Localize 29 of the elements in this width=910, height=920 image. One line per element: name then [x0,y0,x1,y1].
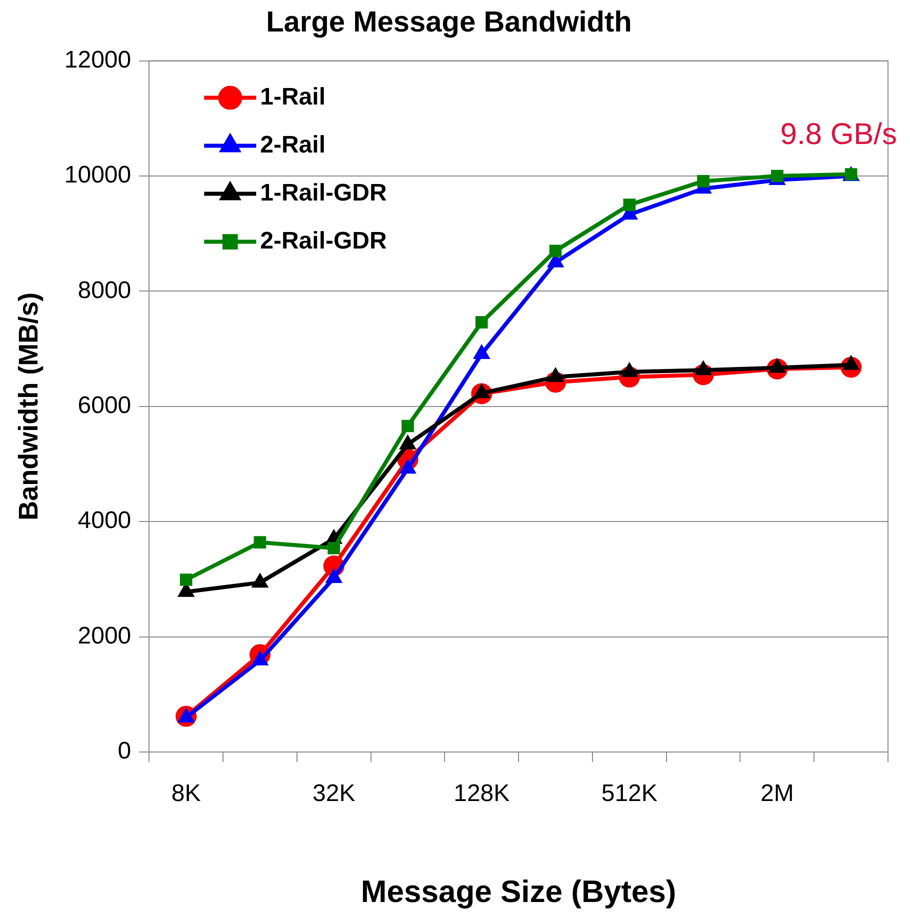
y-tick-label: 2000 [78,622,132,650]
annotation: 9.8 GB/s [780,118,897,152]
x-axis-title: Message Size (Bytes) [360,874,676,909]
point [252,573,268,588]
y-tick-label: 0 [118,738,132,765]
x-tick-label: 128K [454,780,510,808]
point [771,170,784,182]
x-tick-label: 8K [171,780,201,808]
y-tick-label: 8000 [78,276,132,304]
y-tick-label: 12000 [64,46,132,74]
point [326,568,342,584]
legend-label: 1-Rail-GDR [260,179,387,206]
point [697,175,710,188]
point [399,434,416,450]
legend-label: 2-Rail [260,131,326,158]
x-tick-label: 512K [601,780,658,808]
point [402,420,414,432]
legend-label: 2-Rail-GDR [260,227,387,254]
y-tick-label: 4000 [78,507,132,534]
point [549,244,562,258]
point [623,198,636,211]
point [475,316,488,328]
x-tick-label: 2M [760,780,794,808]
y-tick-label: 10000 [64,162,132,189]
legend-label: 1-Rail [260,83,326,110]
chart-title: Large Message Bandwidth [266,6,632,38]
x-tick-label: 32K [312,780,356,808]
y-axis-title: Bandwidth (MB/s) [14,292,44,520]
y-tick-label: 6000 [78,392,132,420]
